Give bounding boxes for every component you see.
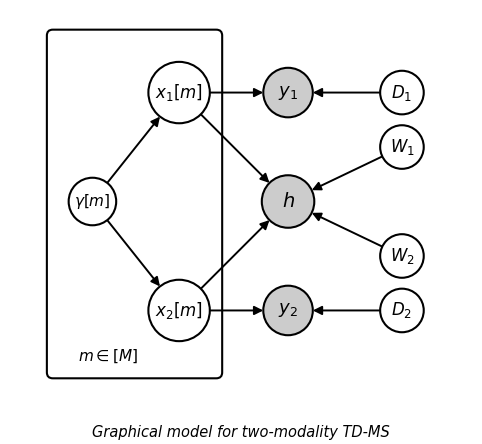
Text: $W_2$: $W_2$ xyxy=(389,246,415,266)
Circle shape xyxy=(263,68,313,117)
Text: $h$: $h$ xyxy=(281,192,295,211)
Circle shape xyxy=(263,285,313,335)
Text: $y_2$: $y_2$ xyxy=(278,301,298,320)
Circle shape xyxy=(380,234,424,278)
Circle shape xyxy=(68,178,116,225)
Circle shape xyxy=(148,280,210,341)
Text: $y_1$: $y_1$ xyxy=(278,83,298,102)
FancyBboxPatch shape xyxy=(47,30,222,378)
Circle shape xyxy=(262,175,314,228)
Circle shape xyxy=(380,289,424,332)
Text: $m \in [M]$: $m \in [M]$ xyxy=(78,348,137,365)
Circle shape xyxy=(380,71,424,115)
Text: $W_1$: $W_1$ xyxy=(389,137,415,157)
Text: $x_1[m]$: $x_1[m]$ xyxy=(155,82,203,103)
Circle shape xyxy=(380,125,424,169)
Circle shape xyxy=(148,62,210,123)
Text: $D_1$: $D_1$ xyxy=(391,83,413,103)
Text: Graphical model for two-modality TD-MS: Graphical model for two-modality TD-MS xyxy=(92,424,390,440)
Text: $\gamma[m]$: $\gamma[m]$ xyxy=(74,192,111,211)
Text: $x_2[m]$: $x_2[m]$ xyxy=(155,300,203,321)
Text: $D_2$: $D_2$ xyxy=(391,301,413,321)
